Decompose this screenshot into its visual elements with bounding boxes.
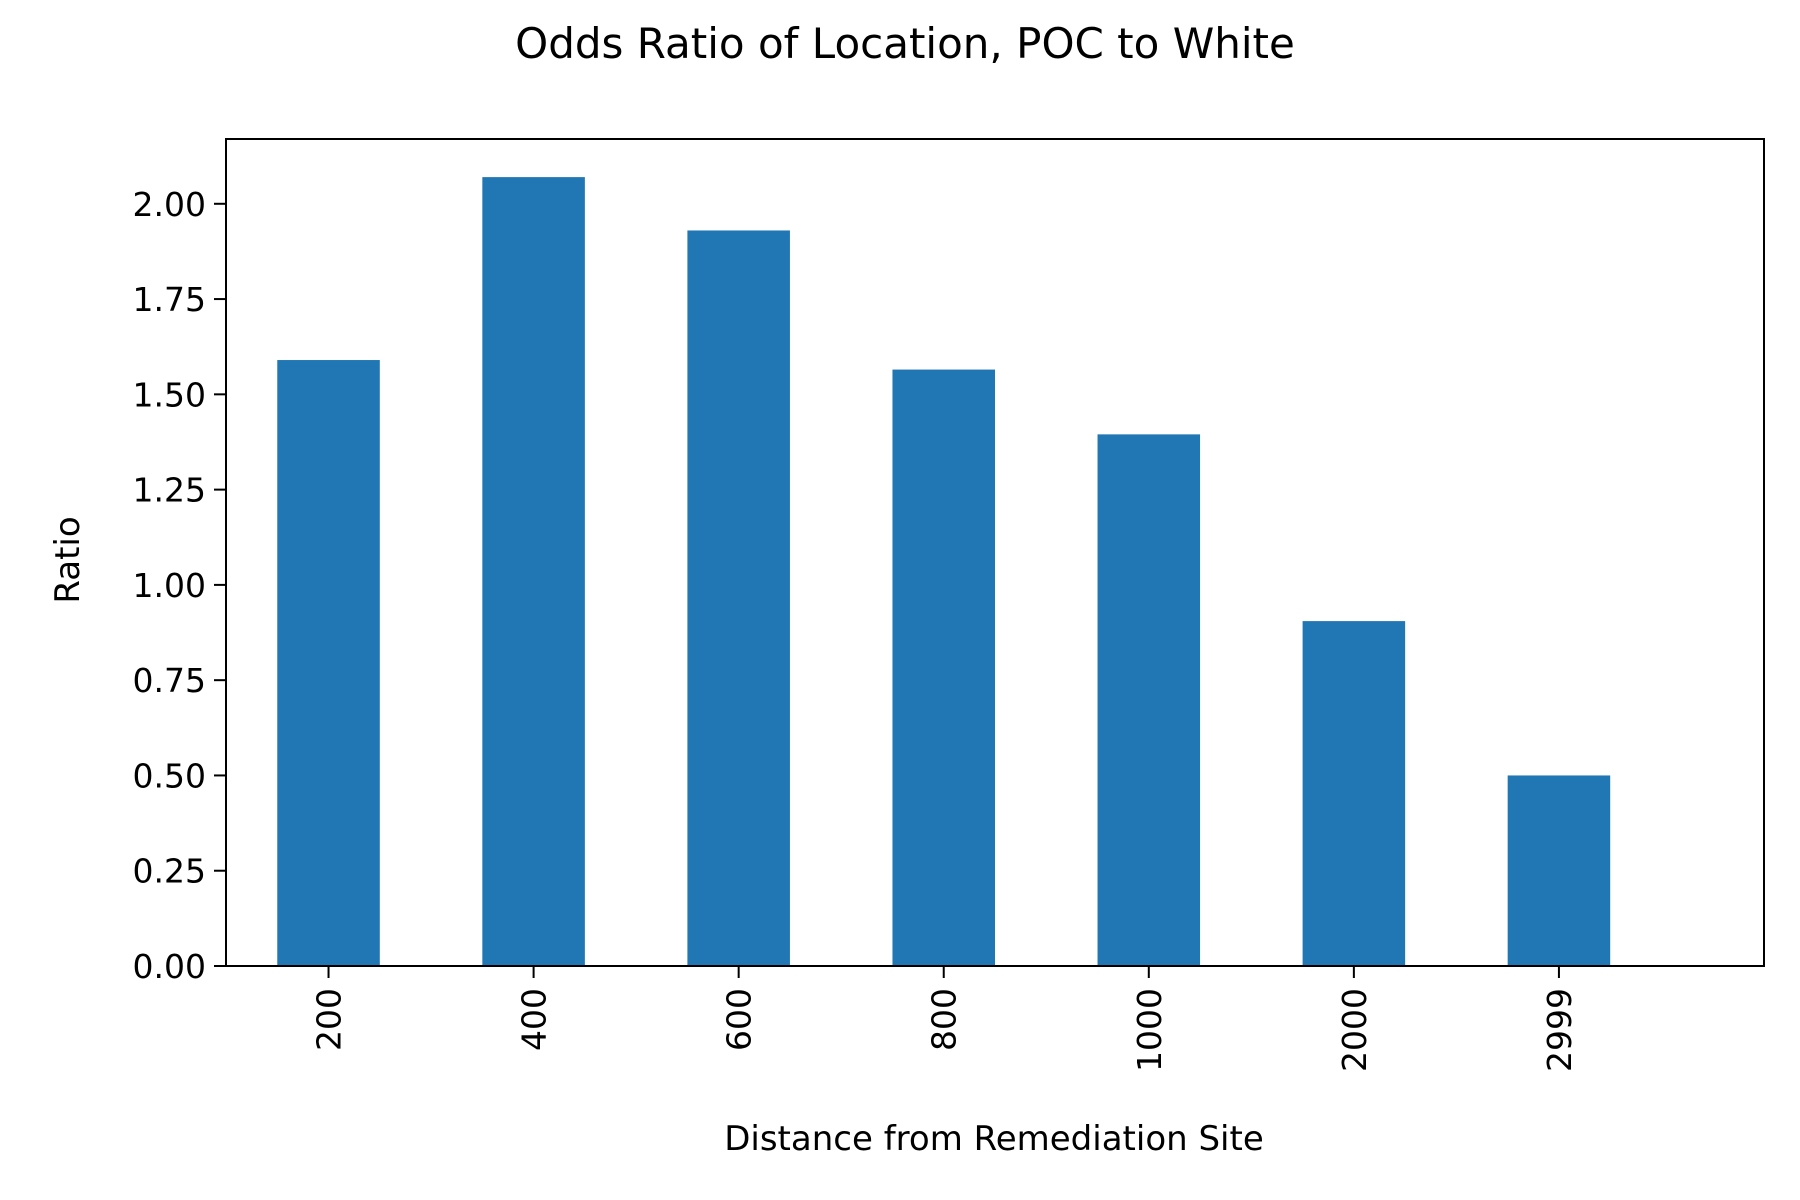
chart-title: Odds Ratio of Location, POC to White — [515, 19, 1295, 68]
y-tick-label: 1.25 — [133, 471, 206, 510]
bars — [277, 177, 1611, 967]
y-axis-label: Ratio — [48, 516, 88, 603]
x-tick-label: 200 — [310, 988, 349, 1051]
bar-800 — [892, 369, 995, 967]
x-tick-label: 400 — [515, 988, 554, 1051]
x-tick-label: 800 — [925, 988, 964, 1051]
plot-frame — [225, 138, 1765, 967]
x-tick-label: 2000 — [1335, 988, 1374, 1072]
y-tick-label: 1.50 — [133, 375, 206, 414]
y-tick-label: 0.00 — [133, 947, 206, 986]
x-axis-label: Distance from Remediation Site — [724, 1119, 1264, 1159]
y-tick-label: 0.75 — [133, 661, 206, 700]
bar-1000 — [1097, 434, 1201, 966]
y-tick-label: 2.00 — [133, 185, 206, 224]
x-tick-label: 2999 — [1540, 988, 1579, 1072]
bar-400 — [482, 177, 585, 966]
bar-200 — [277, 360, 380, 966]
y-tick-label: 0.25 — [133, 852, 206, 891]
bar-2000 — [1302, 621, 1406, 966]
y-tick-label: 0.50 — [133, 756, 206, 795]
bar-2999 — [1507, 775, 1611, 966]
x-tick-label: 600 — [720, 988, 759, 1051]
bar-600 — [687, 230, 790, 966]
x-tick-label: 1000 — [1130, 988, 1169, 1072]
y-tick-label: 1.00 — [133, 566, 206, 605]
y-axis-ticks: 0.00 0.25 0.50 0.75 1.00 1.25 1.50 1.75 2.00 — [133, 185, 226, 986]
x-axis-ticks: 200 400 600 800 1000 2000 2999 — [310, 966, 1579, 1072]
y-tick-label: 1.75 — [133, 280, 206, 319]
